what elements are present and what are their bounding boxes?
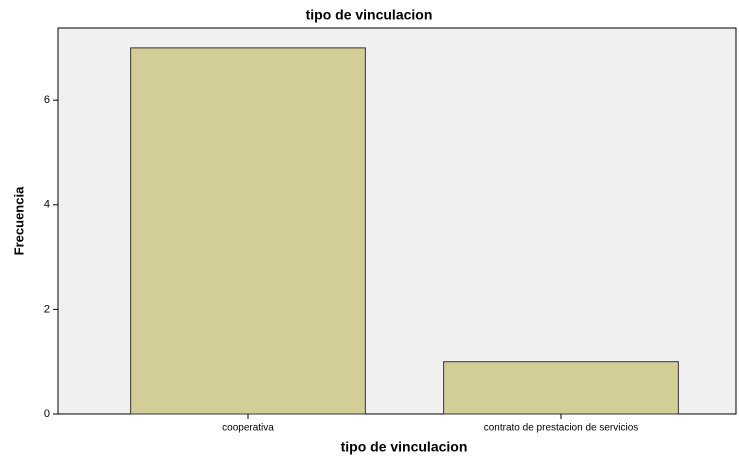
y-tick-label: 0 xyxy=(44,408,50,420)
bar xyxy=(443,361,679,415)
x-tick-label: contrato de prestacion de servicios xyxy=(484,423,639,434)
y-tick-label: 2 xyxy=(44,303,50,315)
y-tick-label: 4 xyxy=(44,199,50,211)
x-tick-label: cooperativa xyxy=(222,423,274,434)
chart-title: tipo de vinculacion xyxy=(306,7,433,23)
y-axis-label: Frecuencia xyxy=(11,186,26,255)
y-tick-label: 6 xyxy=(44,94,50,106)
bar xyxy=(130,47,366,415)
x-axis-label: tipo de vinculacion xyxy=(341,439,468,455)
